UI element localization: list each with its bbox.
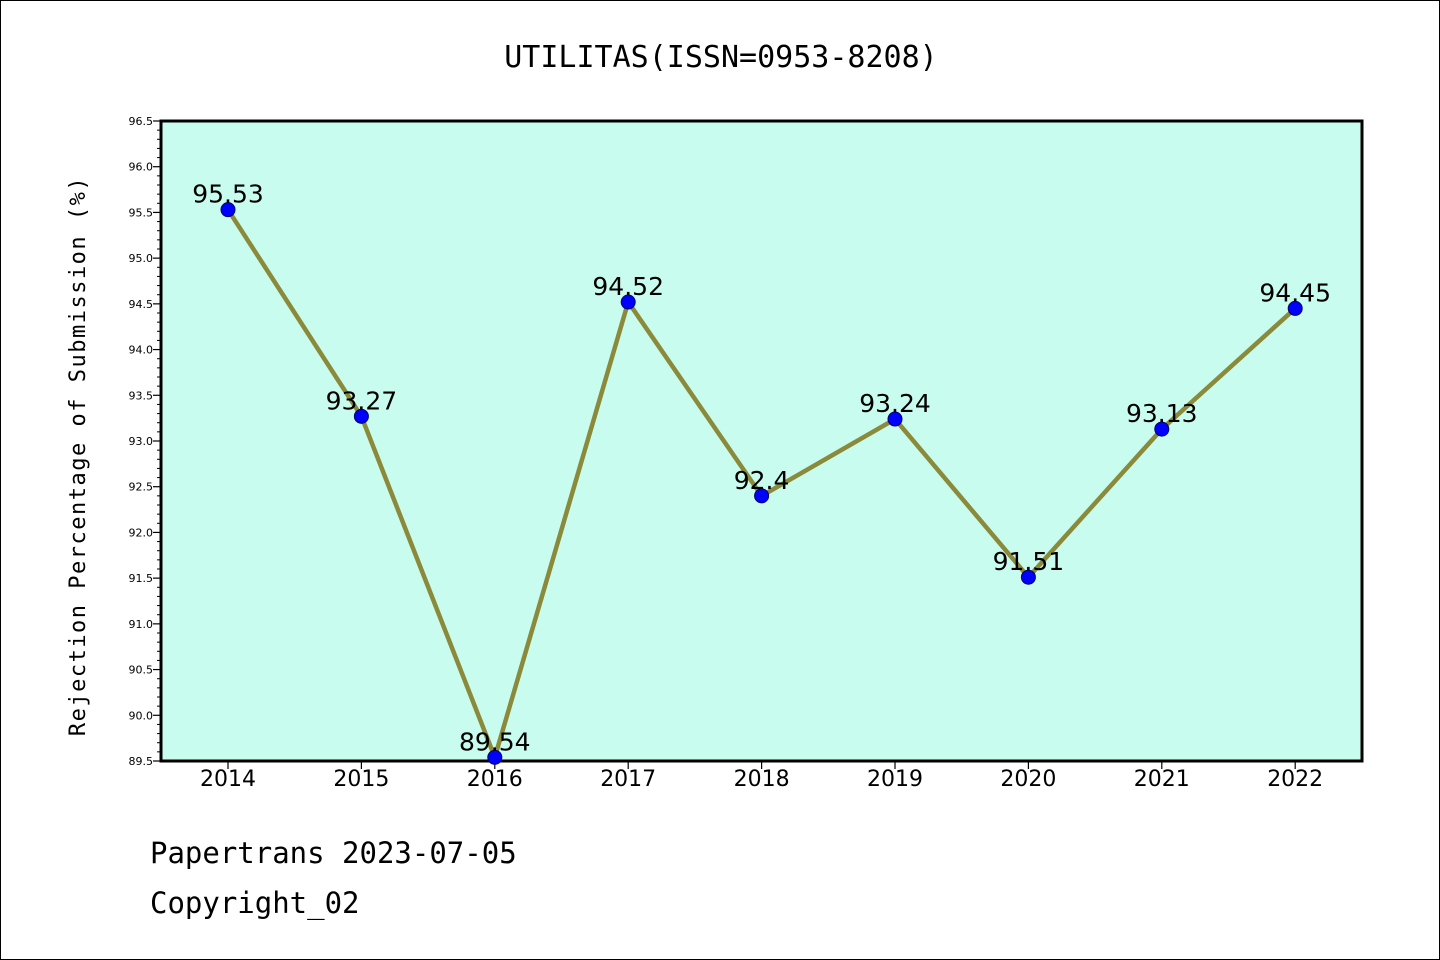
- data-label: 93.24: [859, 389, 931, 418]
- y-tick-label: 91.5: [129, 572, 154, 585]
- y-tick-label: 96.5: [129, 115, 154, 128]
- plot-area: [159, 119, 1364, 763]
- y-minor-ticks: [157, 129, 161, 753]
- data-label: 94.52: [592, 272, 664, 301]
- y-tick-label: 94.0: [129, 344, 154, 357]
- y-tick-label: 93.5: [129, 389, 154, 402]
- data-label: 93.13: [1126, 399, 1198, 428]
- data-point: [620, 294, 636, 310]
- data-label: 89.54: [459, 727, 531, 756]
- x-tick-label: 2015: [333, 767, 389, 792]
- data-label: 92.4: [734, 466, 790, 495]
- x-tick-label: 2017: [600, 767, 656, 792]
- x-tick-label: 2020: [1000, 767, 1056, 792]
- data-point: [887, 411, 903, 427]
- data-point: [353, 408, 369, 424]
- data-label: 91.51: [993, 547, 1065, 576]
- x-axis-ticks: 2014 2015 2016 2017 2018 2019 2020 2021 2022: [200, 761, 1323, 792]
- data-labels: 95.53 93.27 89.54 94.52 92.4 93.24 91.51 93.13 9…: [192, 180, 1331, 757]
- data-point: [220, 202, 236, 218]
- footer-date-line: Papertrans 2023-07-05: [150, 836, 517, 870]
- y-tick-label: 94.5: [129, 298, 154, 311]
- data-point: [1020, 569, 1036, 585]
- y-tick-label: 92.0: [129, 526, 154, 539]
- data-label: 94.45: [1259, 278, 1331, 307]
- y-tick-label: 95.0: [129, 252, 154, 265]
- footer-copyright-line: Copyright_02: [150, 886, 360, 920]
- x-tick-label: 2014: [200, 767, 256, 792]
- data-point: [754, 488, 770, 504]
- y-tick-label: 91.0: [129, 618, 154, 631]
- data-points: [220, 202, 1303, 765]
- x-tick-label: 2019: [867, 767, 923, 792]
- y-tick-label: 96.0: [129, 161, 154, 174]
- data-point: [487, 749, 503, 765]
- y-tick-label: 95.5: [129, 206, 154, 219]
- data-point: [1287, 300, 1303, 316]
- y-tick-label: 89.5: [129, 755, 154, 768]
- y-tick-label: 93.0: [129, 435, 154, 448]
- data-label: 93.27: [326, 386, 398, 415]
- y-tick-label: 92.5: [129, 481, 154, 494]
- x-tick-label: 2016: [467, 767, 523, 792]
- y-tick-label: 90.5: [129, 664, 154, 677]
- y-tick-label: 90.0: [129, 709, 154, 722]
- x-tick-label: 2022: [1267, 767, 1323, 792]
- chart-title: UTILITAS(ISSN=0953-8208): [504, 40, 937, 75]
- x-tick-label: 2018: [734, 767, 790, 792]
- data-point: [1154, 421, 1170, 437]
- data-label: 95.53: [192, 180, 264, 209]
- y-axis-label: Rejection Percentage of Submission (%): [66, 176, 91, 736]
- y-axis-ticks: 89.5 90.0 90.5 91.0 91.5 92.0 92.5 93.0 93.5 94.0…: [129, 115, 161, 768]
- x-tick-label: 2021: [1134, 767, 1190, 792]
